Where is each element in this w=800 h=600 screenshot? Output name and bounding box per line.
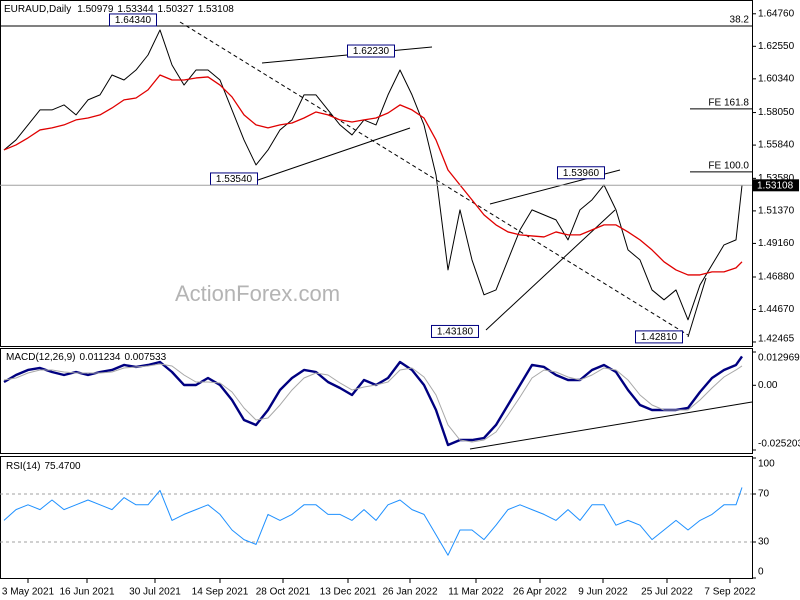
y-tick-label: 1.53580 [758, 173, 795, 184]
level-label: 38.2 [730, 15, 750, 26]
y-tick-label: 1.44670 [758, 304, 795, 315]
current-price-label: 1.53108 [757, 180, 794, 191]
price-header: EURAUD,Daily 1.50979 1.53344 1.50327 1.53108 [4, 4, 234, 15]
x-tick-label: 26 Jan 2022 [382, 587, 437, 598]
symbol-title: EURAUD,Daily [4, 4, 71, 15]
y-tick-label: 100 [758, 459, 775, 470]
price-label: 1.43180 [437, 327, 474, 338]
macd-pane [0, 348, 753, 454]
x-tick-label: 16 Jun 2021 [59, 587, 114, 598]
macd-header: MACD(12,26,9) 0.011234 0.007533 [6, 352, 167, 363]
signal-value: 0.007533 [124, 352, 166, 363]
price-label: 1.62230 [353, 46, 390, 57]
y-tick-label: -0.025203 [758, 439, 800, 450]
y-tick-label: 0.012969 [758, 353, 800, 364]
x-tick-label: 26 Apr 2022 [513, 587, 567, 598]
price-label-box [557, 166, 605, 180]
rsi-header: RSI(14) 75.4700 [6, 461, 81, 472]
trend-line [179, 21, 689, 336]
y-tick-label: 1.51370 [758, 206, 795, 217]
y-tick-label: 30 [758, 537, 770, 548]
x-tick-label: 9 Jun 2022 [578, 587, 628, 598]
rsi-value: 75.4700 [44, 461, 81, 472]
close-value: 1.53108 [198, 4, 235, 15]
price-label: 1.64340 [115, 15, 152, 26]
price-label: 1.53540 [216, 174, 253, 185]
trendlines [179, 21, 753, 450]
rsi-title: RSI(14) [6, 461, 40, 472]
series-line [3, 74, 743, 276]
rsi-pane [0, 456, 753, 579]
current-price-box [753, 179, 799, 192]
price-label-box [635, 330, 683, 344]
y-tick-label: 1.49160 [758, 238, 795, 249]
y-tick-label: 1.58050 [758, 107, 795, 118]
y-tick-label: 1.60340 [758, 73, 795, 84]
macd-value: 0.011234 [79, 352, 120, 363]
trend-line [469, 401, 753, 450]
level-label: FE 161.8 [708, 98, 749, 109]
level-label: FE 100.0 [708, 161, 749, 172]
x-tick-label: 28 Oct 2021 [256, 587, 311, 598]
y-tick-label: 0.00 [758, 380, 778, 391]
x-tick-label: 7 Sep 2022 [704, 587, 756, 598]
x-tick-label: 30 Jul 2021 [129, 587, 181, 598]
price-label-box [347, 44, 395, 58]
trend-line [485, 209, 616, 331]
watermark: ActionForex.com [175, 281, 340, 306]
y-tick-label: 70 [758, 489, 770, 500]
series-line [3, 29, 743, 321]
trend-line [257, 127, 411, 181]
y-tick-label: 1.62550 [758, 41, 795, 52]
series-line [3, 487, 743, 556]
x-tick-label: 14 Sep 2021 [192, 587, 249, 598]
price-label: 1.42810 [641, 332, 678, 343]
x-tick-label: 3 May 2021 [2, 587, 55, 598]
y-tick-label: 1.46880 [758, 272, 795, 283]
low-value: 1.50327 [158, 4, 195, 15]
macd-title: MACD(12,26,9) [6, 352, 75, 363]
y-tick-label: 1.55840 [758, 140, 795, 151]
price-label-box [109, 13, 157, 27]
high-value: 1.53344 [117, 4, 154, 15]
price-label-box [431, 324, 479, 338]
y-tick-label: 0 [758, 567, 764, 578]
x-tick-label: 25 Jul 2022 [641, 587, 693, 598]
price-pane [0, 0, 753, 347]
series-line [3, 363, 743, 443]
trend-line [687, 277, 707, 338]
y-tick-label: 1.42465 [758, 334, 795, 345]
y-tick-label: 1.64760 [758, 8, 795, 19]
price-label: 1.53960 [563, 168, 600, 179]
x-tick-label: 13 Dec 2021 [320, 587, 377, 598]
x-tick-label: 11 Mar 2022 [448, 587, 504, 598]
open-value: 1.50979 [77, 4, 114, 15]
